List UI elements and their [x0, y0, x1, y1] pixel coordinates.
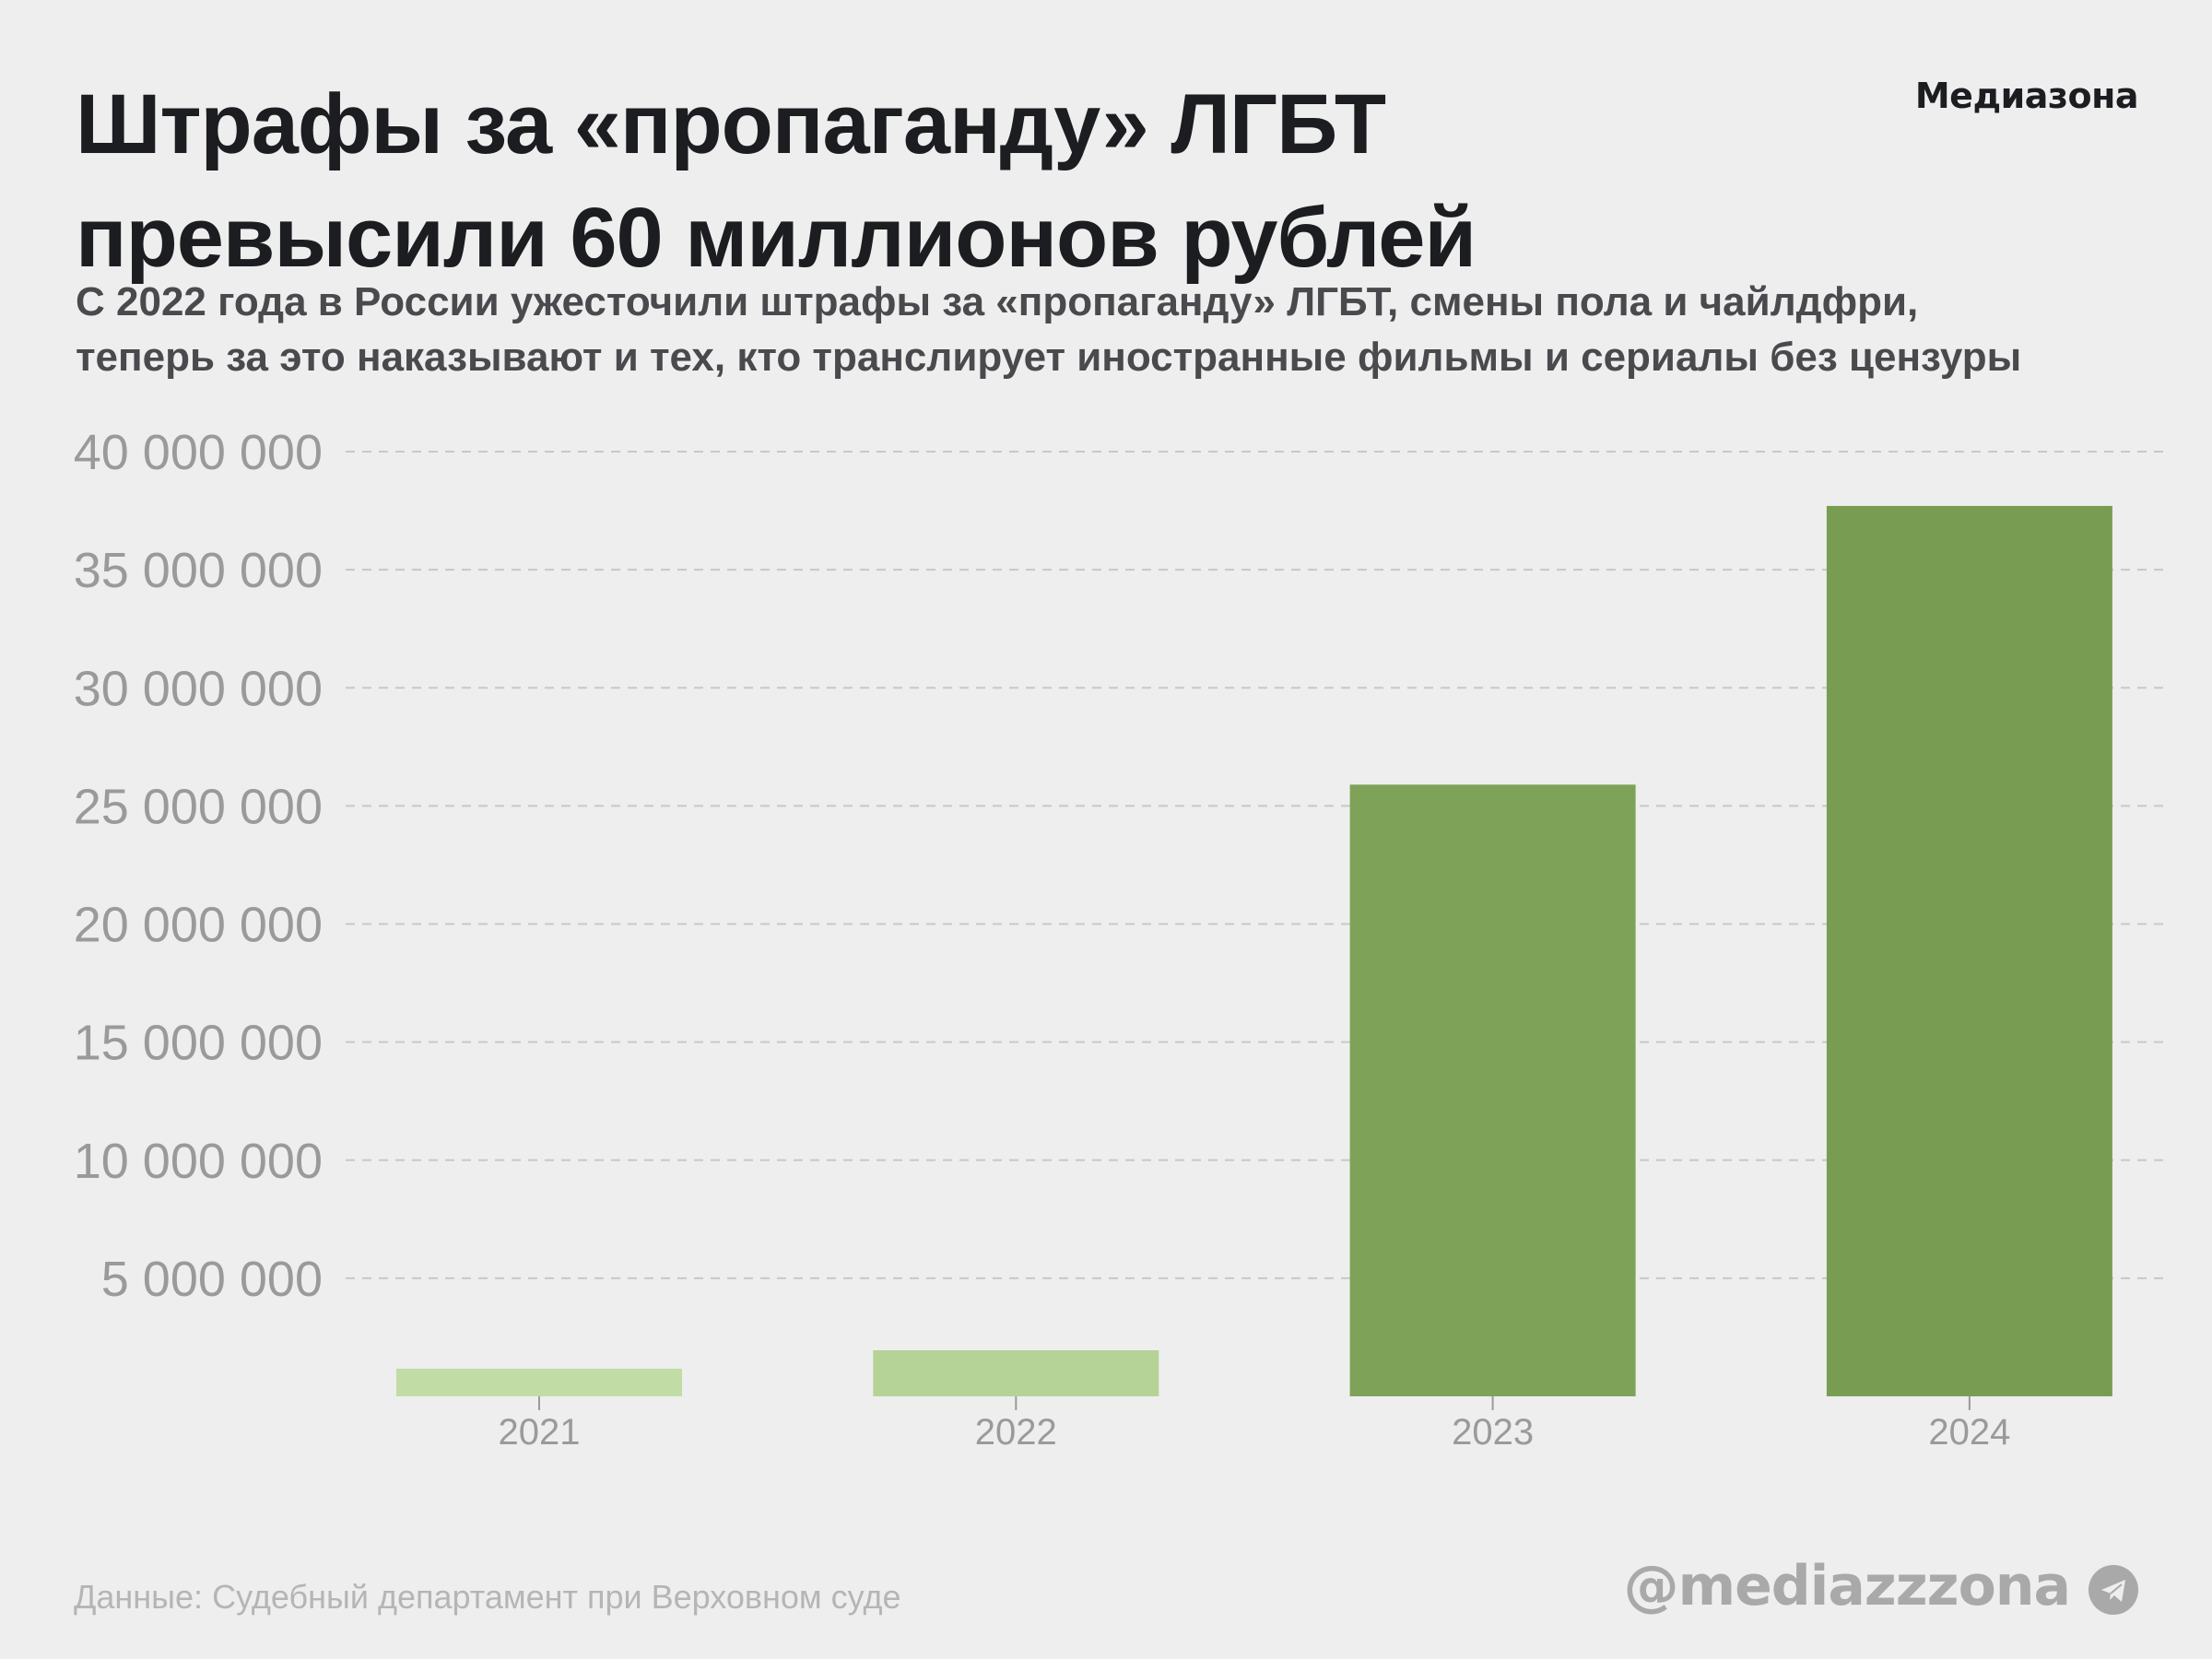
x-tick-label: 2022 — [975, 1412, 1057, 1453]
y-tick-label: 20 000 000 — [74, 898, 323, 953]
y-tick-label: 25 000 000 — [74, 779, 323, 834]
telegram-handle[interactable]: @mediazzzona — [1623, 1554, 2071, 1618]
telegram-icon[interactable] — [2088, 1565, 2138, 1615]
chart-subtitle-line-1: С 2022 года в России ужесточили штрафы з… — [76, 279, 1919, 324]
bar-2023 — [1349, 784, 1636, 1396]
bar-chart: 5 000 000 10 000 000 15 000 000 20 000 000 2… — [74, 425, 2164, 1453]
y-tick-label: 15 000 000 — [74, 1016, 323, 1071]
y-tick-label: 10 000 000 — [74, 1134, 323, 1189]
bar-2024 — [1826, 505, 2112, 1396]
y-tick-label: 30 000 000 — [74, 661, 323, 716]
y-tick-label: 40 000 000 — [74, 425, 323, 480]
x-tick-label: 2024 — [1928, 1412, 2010, 1453]
mediazona-logo: Медиазона — [1914, 76, 2139, 116]
y-tick-label: 5 000 000 — [101, 1252, 323, 1307]
chart-title-line-1: Штрафы за «пропаганду» ЛГБТ — [76, 77, 1386, 171]
source-note: Данные: Судебный департамент при Верховн… — [74, 1578, 901, 1616]
y-axis-labels: 5 000 000 10 000 000 15 000 000 20 000 000 2… — [74, 425, 323, 1307]
y-tick-label: 35 000 000 — [74, 543, 323, 598]
x-axis-labels: 2021 2022 2023 2024 — [499, 1396, 2010, 1453]
x-tick-label: 2023 — [1452, 1412, 1534, 1453]
chart-subtitle-line-2: теперь за это наказывают и тех, кто тран… — [76, 335, 2022, 380]
bar-2021 — [396, 1369, 682, 1396]
bar-2022 — [873, 1350, 1159, 1396]
bars — [396, 505, 2112, 1396]
x-tick-label: 2021 — [499, 1412, 581, 1453]
chart-title-line-2: превысили 60 миллионов рублей — [76, 191, 1477, 285]
chart-title: Штрафы за «пропаганду» ЛГБТ превысили 60… — [76, 68, 1827, 295]
telegram-plane-glyph — [2101, 1580, 2125, 1602]
chart-subtitle: С 2022 года в России ужесточили штрафы з… — [76, 275, 2021, 385]
